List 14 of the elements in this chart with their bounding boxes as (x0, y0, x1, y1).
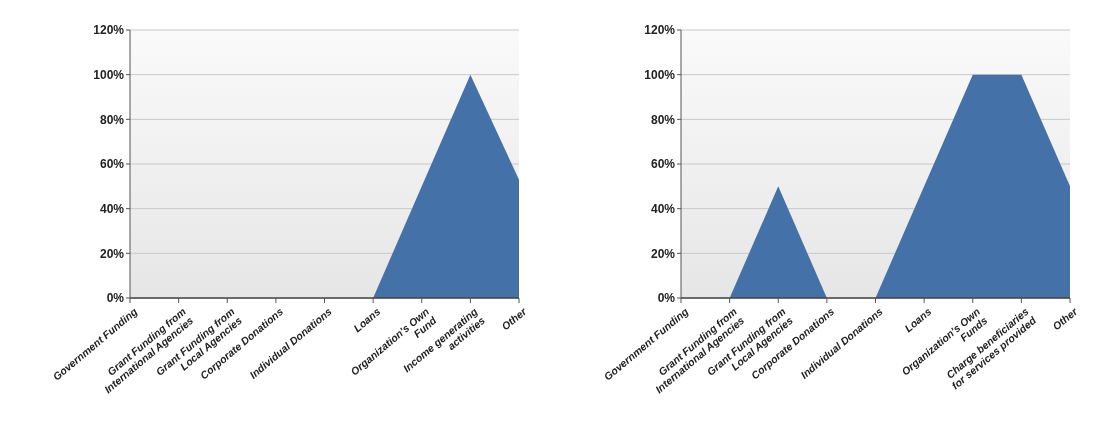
y-tick-label: 80% (650, 112, 676, 127)
y-tick-label: 120% (93, 23, 125, 38)
y-tick-label: 100% (93, 67, 125, 82)
y-tick-label: 80% (99, 112, 125, 127)
y-tick-label: 120% (644, 23, 676, 38)
y-tick-label: 0% (657, 291, 676, 306)
y-tick-label: 40% (650, 201, 676, 216)
y-tick-label: 20% (99, 246, 125, 261)
y-tick-label: 100% (644, 67, 676, 82)
y-tick-label: 0% (106, 291, 125, 306)
y-tick-label: 60% (99, 157, 125, 172)
y-tick-label: 20% (650, 246, 676, 261)
y-tick-label: 40% (99, 201, 125, 216)
y-tick-label: 60% (650, 157, 676, 172)
